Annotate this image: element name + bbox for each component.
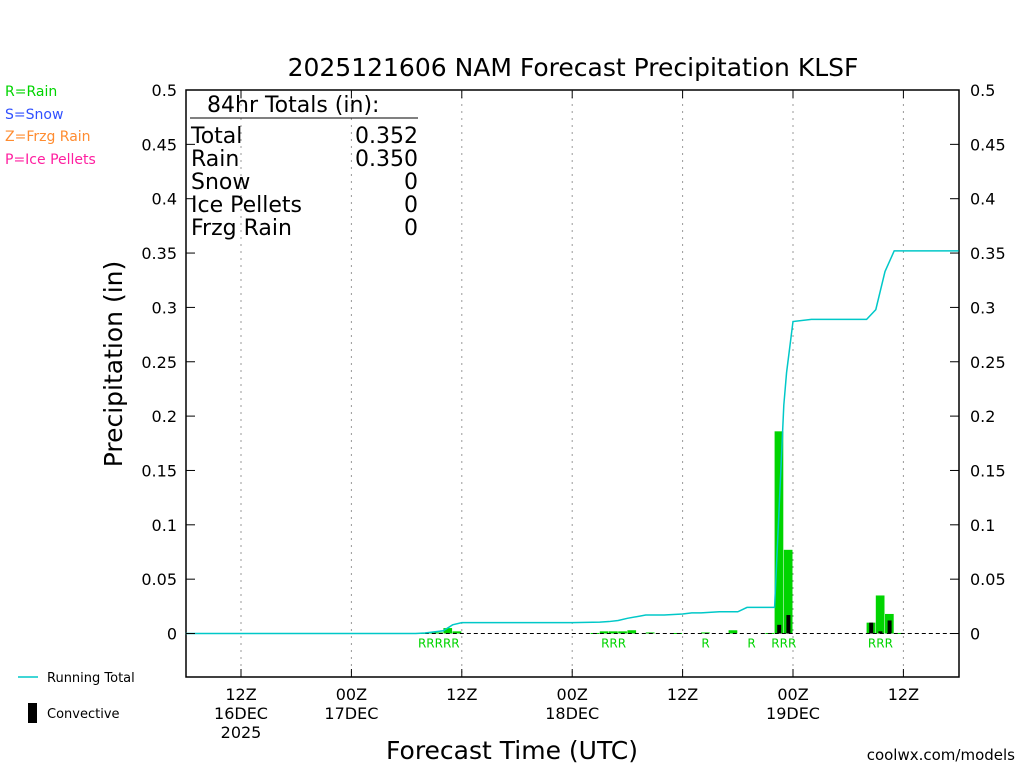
convective-legend-label: Convective	[47, 707, 120, 722]
running-total-polyline	[185, 250, 959, 635]
legend-frzg-rain: Z=Frzg Rain	[5, 129, 91, 145]
legend-rain: R=Rain	[5, 84, 57, 100]
rain-bar	[701, 632, 710, 634]
y-tick-label-left: 0.35	[141, 244, 177, 263]
rain-bar	[452, 631, 462, 634]
rain-bar	[774, 431, 784, 634]
convective-legend-swatch	[28, 703, 37, 723]
running-total-legend-label: Running Total	[47, 671, 135, 686]
y-tick-label-right: 0.3	[970, 298, 995, 317]
x-tick-label: 12Z	[888, 685, 919, 704]
rain-bar	[627, 630, 637, 634]
y-axis-label: Precipitation (in)	[99, 261, 128, 468]
y-tick-label-left: 0.25	[141, 353, 177, 372]
rain-bars	[415, 431, 903, 634]
y-tick-label-left: 0.45	[141, 135, 177, 154]
x-tick-label: 2025	[221, 723, 262, 742]
legend-snow: S=Snow	[5, 107, 63, 123]
y-tick-label-right: 0.05	[970, 570, 1006, 589]
x-axis-label: Forecast Time (UTC)	[386, 736, 638, 765]
convective-bar	[777, 624, 782, 634]
totals-label-snow: Snow	[191, 170, 250, 195]
x-tick-label: 00Z	[336, 685, 367, 704]
totals-label-ice: Ice Pellets	[191, 193, 302, 218]
rain-bar	[609, 631, 618, 634]
totals-value-frzg: 0	[404, 216, 418, 241]
y-axis-ticks: 0 00.05 0.050.1 0.10.15 0.150.2 0.20.25 0.250.…	[141, 81, 1005, 644]
totals-label-rain: Rain	[191, 147, 239, 172]
convective-bar	[878, 631, 883, 634]
convective-bar	[786, 615, 791, 634]
totals-value-snow: 0	[404, 170, 418, 195]
precip-type-label: R	[747, 637, 755, 651]
credit-text: coolwx.com/models	[867, 746, 1015, 764]
x-tick-label: 12Z	[446, 685, 477, 704]
convective-bar	[869, 622, 874, 634]
rain-bar	[728, 630, 738, 634]
bottom-legend: Running Total Convective	[18, 671, 135, 723]
y-tick-label-right: 0	[970, 625, 980, 644]
precip-type-label: RRRRR	[418, 637, 460, 651]
rain-bar	[618, 631, 627, 634]
x-tick-label: 12Z	[667, 685, 698, 704]
precip-type-label: RRR	[771, 637, 796, 651]
totals-box: 84hr Totals (in): Total 0.352 Rain 0.350…	[190, 93, 418, 241]
rain-bar	[894, 632, 903, 634]
chart-title: 2025121606 NAM Forecast Precipitation KL…	[288, 53, 859, 82]
precip-type-legend: R=Rain S=Snow Z=Frzg Rain P=Ice Pellets	[5, 84, 96, 168]
grid-lines	[240, 90, 904, 677]
rain-bar	[645, 632, 655, 634]
legend-ice-pellets: P=Ice Pellets	[5, 152, 96, 168]
y-tick-label-left: 0.05	[141, 570, 177, 589]
x-tick-label: 00Z	[777, 685, 808, 704]
running-total-line	[185, 250, 959, 635]
y-tick-label-right: 0.1	[970, 516, 995, 535]
precip-type-label: RRR	[601, 637, 626, 651]
y-tick-label-left: 0.2	[152, 407, 177, 426]
totals-label-frzg: Frzg Rain	[191, 216, 292, 241]
y-tick-label-left: 0	[167, 625, 177, 644]
y-tick-label-right: 0.2	[970, 407, 995, 426]
totals-label-total: Total	[190, 124, 242, 149]
x-tick-label: 18DEC	[545, 704, 599, 723]
y-tick-label-left: 0.15	[141, 461, 177, 480]
rain-bar	[783, 549, 793, 634]
convective-bar	[887, 620, 892, 634]
x-tick-label: 16DEC	[214, 704, 268, 723]
y-tick-label-right: 0.5	[970, 81, 995, 100]
y-tick-label-right: 0.45	[970, 135, 1006, 154]
rain-bar	[875, 595, 885, 634]
convective-bars	[777, 615, 892, 634]
y-tick-label-left: 0.3	[152, 298, 177, 317]
rain-bar	[434, 632, 443, 634]
y-tick-label-left: 0.5	[152, 81, 177, 100]
rain-bar	[599, 631, 609, 634]
x-tick-label: 00Z	[557, 685, 588, 704]
y-tick-label-right: 0.35	[970, 244, 1006, 263]
x-tick-label: 12Z	[225, 685, 256, 704]
precip-type-labels: RRRRR RRR R R RRR RRR	[418, 637, 893, 651]
y-tick-label-right: 0.4	[970, 190, 995, 209]
x-tick-label: 19DEC	[766, 704, 820, 723]
x-tick-label: 17DEC	[324, 704, 378, 723]
rain-bar	[443, 628, 453, 634]
totals-value-rain: 0.350	[355, 147, 418, 172]
totals-value-total: 0.352	[355, 124, 418, 149]
totals-value-ice: 0	[404, 193, 418, 218]
y-tick-label-right: 0.15	[970, 461, 1006, 480]
y-tick-label-left: 0.4	[152, 190, 177, 209]
y-tick-label-left: 0.1	[152, 516, 177, 535]
precip-type-label: RRR	[868, 637, 893, 651]
y-tick-label-right: 0.25	[970, 353, 1006, 372]
precip-type-label: R	[701, 637, 709, 651]
totals-heading: 84hr Totals (in):	[207, 93, 379, 118]
